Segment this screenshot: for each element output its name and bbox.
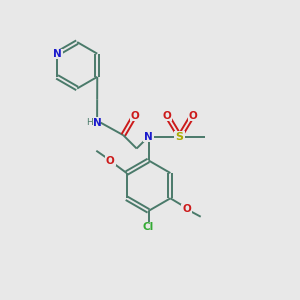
- FancyBboxPatch shape: [162, 111, 172, 121]
- FancyBboxPatch shape: [105, 155, 116, 166]
- Text: H: H: [86, 118, 93, 127]
- FancyBboxPatch shape: [188, 111, 198, 121]
- FancyBboxPatch shape: [182, 204, 192, 214]
- Text: O: O: [188, 111, 197, 121]
- Text: O: O: [106, 156, 115, 166]
- FancyBboxPatch shape: [143, 132, 154, 142]
- Text: Cl: Cl: [143, 222, 154, 232]
- Text: N: N: [93, 118, 102, 128]
- Text: S: S: [176, 132, 184, 142]
- Text: N: N: [53, 49, 62, 59]
- FancyBboxPatch shape: [142, 222, 155, 232]
- Text: O: O: [182, 204, 191, 214]
- Text: O: O: [131, 110, 140, 121]
- FancyBboxPatch shape: [52, 49, 63, 59]
- FancyBboxPatch shape: [83, 117, 100, 128]
- FancyBboxPatch shape: [174, 131, 185, 142]
- FancyBboxPatch shape: [130, 111, 140, 121]
- Text: N: N: [144, 132, 153, 142]
- Text: O: O: [163, 111, 171, 121]
